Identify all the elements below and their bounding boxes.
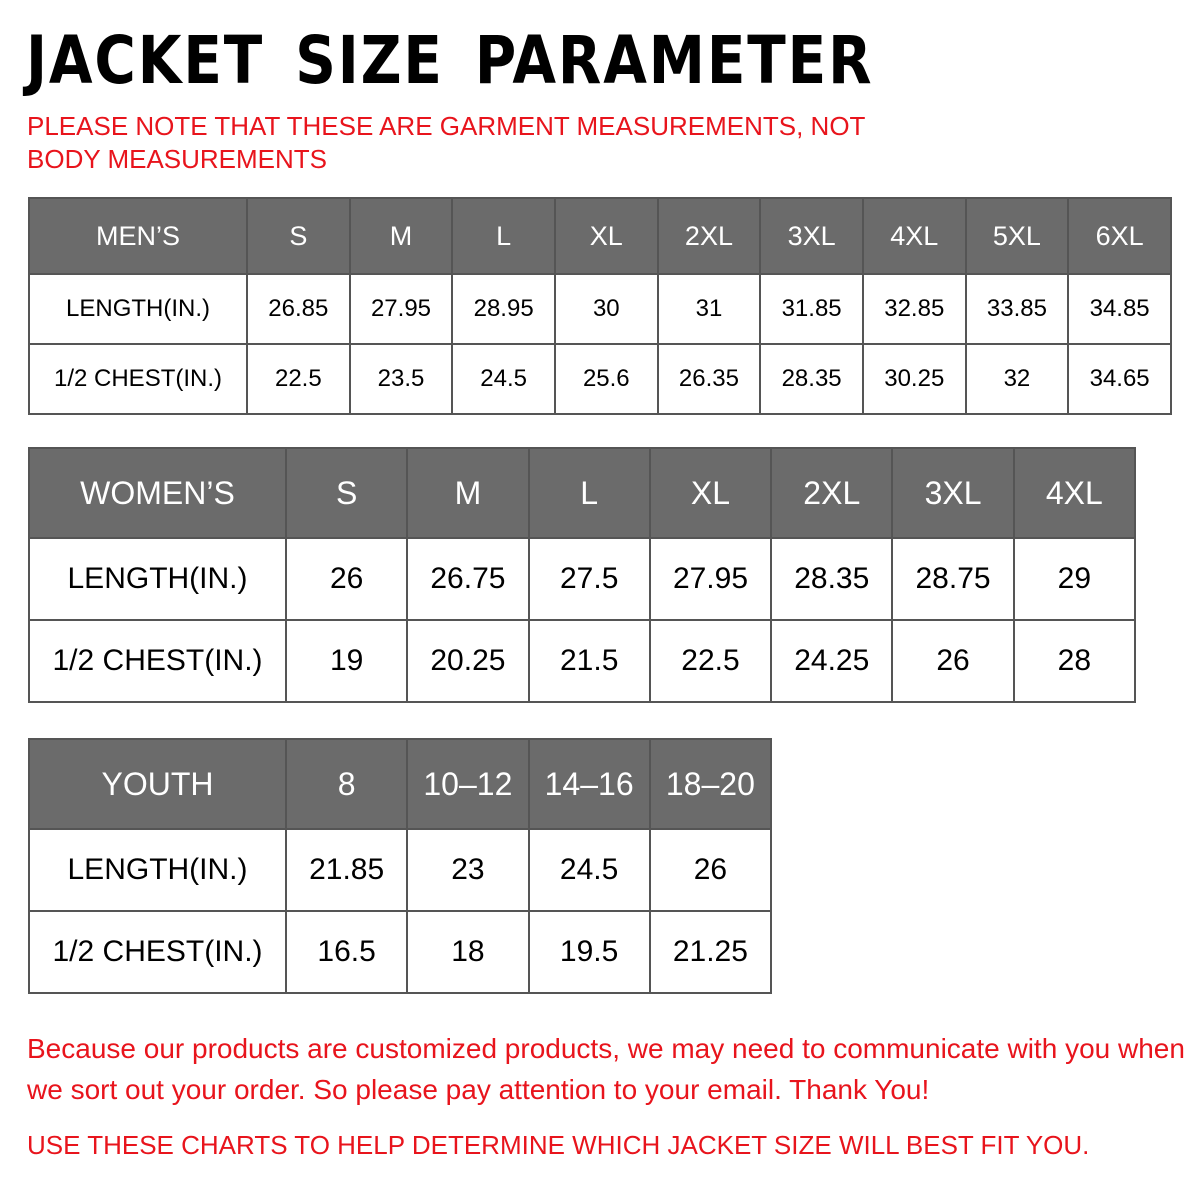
size-header: S bbox=[284, 447, 409, 539]
measurement-cell: 26.85 bbox=[246, 273, 351, 345]
measurement-cell: 24.5 bbox=[527, 828, 651, 912]
measurement-cell: 22.5 bbox=[246, 343, 351, 415]
measurement-cell: 27.95 bbox=[348, 273, 454, 345]
header-row: YOUTH 8 10–12 14–16 18–20 bbox=[28, 738, 773, 830]
measurement-cell: 26 bbox=[284, 537, 409, 621]
measurement-note: PLEASE NOTE THAT THESE ARE GARMENT MEASU… bbox=[27, 111, 865, 174]
measurement-cell: 23 bbox=[406, 828, 530, 912]
measurement-cell: 20.25 bbox=[406, 619, 530, 703]
row-label: LENGTH(IN.) bbox=[28, 273, 248, 345]
measurement-cell: 18 bbox=[406, 910, 530, 994]
measurement-cell: 32 bbox=[964, 343, 1070, 415]
measurement-cell: 26.35 bbox=[656, 343, 762, 415]
measurement-cell: 27.95 bbox=[648, 537, 773, 621]
measurement-cell: 31 bbox=[656, 273, 762, 345]
measurement-cell: 26 bbox=[891, 619, 1015, 703]
row-label: 1/2 CHEST(IN.) bbox=[28, 619, 287, 703]
size-header: 4XL bbox=[1012, 447, 1137, 539]
size-hint: USE THESE CHARTS TO HELP DETERMINE WHICH… bbox=[27, 1130, 1090, 1160]
measurement-cell: 28.35 bbox=[759, 343, 864, 415]
measurement-cell: 25.6 bbox=[553, 343, 659, 415]
size-header: 8 bbox=[284, 738, 409, 830]
measurement-cell: 21.85 bbox=[284, 828, 409, 912]
measurement-cell: 16.5 bbox=[284, 910, 409, 994]
row-label: LENGTH(IN.) bbox=[28, 537, 287, 621]
measurement-cell: 27.5 bbox=[527, 537, 651, 621]
table-row: 1/2 CHEST(IN.) 22.5 23.5 24.5 25.6 26.35 28.35… bbox=[28, 343, 1172, 415]
size-header: M bbox=[406, 447, 530, 539]
measurement-cell: 26 bbox=[648, 828, 773, 912]
measurement-cell: 24.25 bbox=[770, 619, 894, 703]
size-header: 2XL bbox=[770, 447, 894, 539]
womens-size-table: WOMEN’S S M L XL 2XL 3XL 4XL LENGTH(IN.) 26 26.75 2… bbox=[28, 447, 1137, 703]
size-header: 5XL bbox=[964, 197, 1070, 275]
size-header: 3XL bbox=[759, 197, 864, 275]
measurement-cell: 33.85 bbox=[964, 273, 1070, 345]
table-row: 1/2 CHEST(IN.) 16.5 18 19.5 21.25 bbox=[28, 910, 773, 994]
row-label: 1/2 CHEST(IN.) bbox=[28, 343, 248, 415]
size-header: 2XL bbox=[656, 197, 762, 275]
size-header: XL bbox=[648, 447, 773, 539]
table-row: 1/2 CHEST(IN.) 19 20.25 21.5 22.5 24.25 26 28 bbox=[28, 619, 1137, 703]
measurement-cell: 30 bbox=[553, 273, 659, 345]
measurement-cell: 28.75 bbox=[891, 537, 1015, 621]
size-header: XL bbox=[553, 197, 659, 275]
size-header: 4XL bbox=[861, 197, 967, 275]
measurement-cell: 34.65 bbox=[1067, 343, 1172, 415]
customization-message: Because our products are customized prod… bbox=[27, 1033, 1185, 1105]
table-row: LENGTH(IN.) 26 26.75 27.5 27.95 28.35 28.75 29 bbox=[28, 537, 1137, 621]
category-label: MEN’S bbox=[28, 197, 248, 275]
measurement-cell: 29 bbox=[1012, 537, 1137, 621]
measurement-cell: 26.75 bbox=[406, 537, 530, 621]
size-header: 18–20 bbox=[648, 738, 773, 830]
size-header: 14–16 bbox=[527, 738, 651, 830]
measurement-cell: 24.5 bbox=[451, 343, 556, 415]
table-row: LENGTH(IN.) 21.85 23 24.5 26 bbox=[28, 828, 773, 912]
size-header: 10–12 bbox=[406, 738, 530, 830]
measurement-cell: 23.5 bbox=[348, 343, 454, 415]
mens-size-table: MEN’S S M L XL 2XL 3XL 4XL 5XL 6XL LENGTH(IN.) 26.8… bbox=[28, 197, 1172, 415]
measurement-cell: 19.5 bbox=[527, 910, 651, 994]
measurement-cell: 21.5 bbox=[527, 619, 651, 703]
size-header: L bbox=[527, 447, 651, 539]
table-row: LENGTH(IN.) 26.85 27.95 28.95 30 31 31.85 32.85… bbox=[28, 273, 1172, 345]
header-row: MEN’S S M L XL 2XL 3XL 4XL 5XL 6XL bbox=[28, 197, 1172, 275]
measurement-cell: 22.5 bbox=[648, 619, 773, 703]
measurement-cell: 32.85 bbox=[861, 273, 967, 345]
category-label: WOMEN’S bbox=[28, 447, 287, 539]
youth-size-table: YOUTH 8 10–12 14–16 18–20 LENGTH(IN.) 21.85 23 2… bbox=[28, 738, 773, 994]
measurement-cell: 31.85 bbox=[759, 273, 864, 345]
measurement-cell: 19 bbox=[284, 619, 409, 703]
page-title: JACKET SIZE PARAMETER bbox=[26, 22, 874, 99]
size-header: S bbox=[246, 197, 351, 275]
measurement-cell: 30.25 bbox=[861, 343, 967, 415]
size-header: 3XL bbox=[891, 447, 1015, 539]
measurement-cell: 28 bbox=[1012, 619, 1137, 703]
category-label: YOUTH bbox=[28, 738, 287, 830]
row-label: LENGTH(IN.) bbox=[28, 828, 287, 912]
size-header: M bbox=[348, 197, 454, 275]
measurement-cell: 21.25 bbox=[648, 910, 773, 994]
header-row: WOMEN’S S M L XL 2XL 3XL 4XL bbox=[28, 447, 1137, 539]
size-header: L bbox=[451, 197, 556, 275]
row-label: 1/2 CHEST(IN.) bbox=[28, 910, 287, 994]
measurement-cell: 34.85 bbox=[1067, 273, 1172, 345]
size-header: 6XL bbox=[1067, 197, 1172, 275]
measurement-cell: 28.35 bbox=[770, 537, 894, 621]
measurement-cell: 28.95 bbox=[451, 273, 556, 345]
